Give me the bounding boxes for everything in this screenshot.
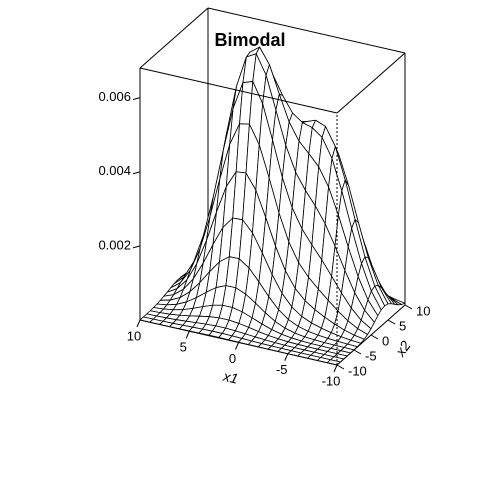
x-tick (284, 353, 289, 361)
z-tick (132, 245, 141, 249)
x-tick-label: 5 (180, 340, 187, 355)
y-tick-label: 10 (416, 303, 430, 318)
z-tick-label: 0.004 (98, 163, 131, 178)
z-tick (132, 97, 141, 101)
z-axis: 0.002 0.004 0.006 (98, 89, 141, 252)
x-tick-label: -10 (322, 373, 341, 388)
x-tick-label: -5 (276, 362, 288, 377)
box-edge (139, 7, 209, 69)
chart-title: Bimodal (214, 30, 286, 50)
y-tick-label: 0 (382, 333, 389, 348)
y-tick (353, 349, 362, 355)
z-tick-label: 0.002 (98, 237, 131, 252)
z-tick-label: 0.006 (98, 89, 131, 104)
x-tick (235, 342, 239, 350)
y-tick (370, 334, 379, 340)
y-tick (387, 319, 396, 325)
x-tick (185, 331, 190, 339)
y-axis: -10-5 05 10 x2 (336, 303, 430, 378)
box-edge (207, 7, 406, 54)
box-edge (336, 52, 406, 114)
y-tick-label: -10 (348, 363, 367, 378)
x-tick-label: 0 (229, 351, 236, 366)
z-tick (132, 171, 141, 175)
x-tick-label: 10 (127, 328, 141, 343)
x-axis: -10 -5 0 5 10 x1 (127, 319, 341, 388)
y-tick-label: -5 (365, 348, 377, 363)
y-tick-label: 5 (399, 318, 406, 333)
x-tick (333, 364, 338, 373)
y-tick (336, 364, 345, 370)
x-tick (136, 319, 141, 328)
y-axis-title: x2 (392, 337, 414, 359)
y-tick (404, 304, 413, 310)
x-axis-title: x1 (221, 368, 240, 387)
box-edge (139, 67, 338, 114)
surface-mesh (139, 46, 406, 366)
